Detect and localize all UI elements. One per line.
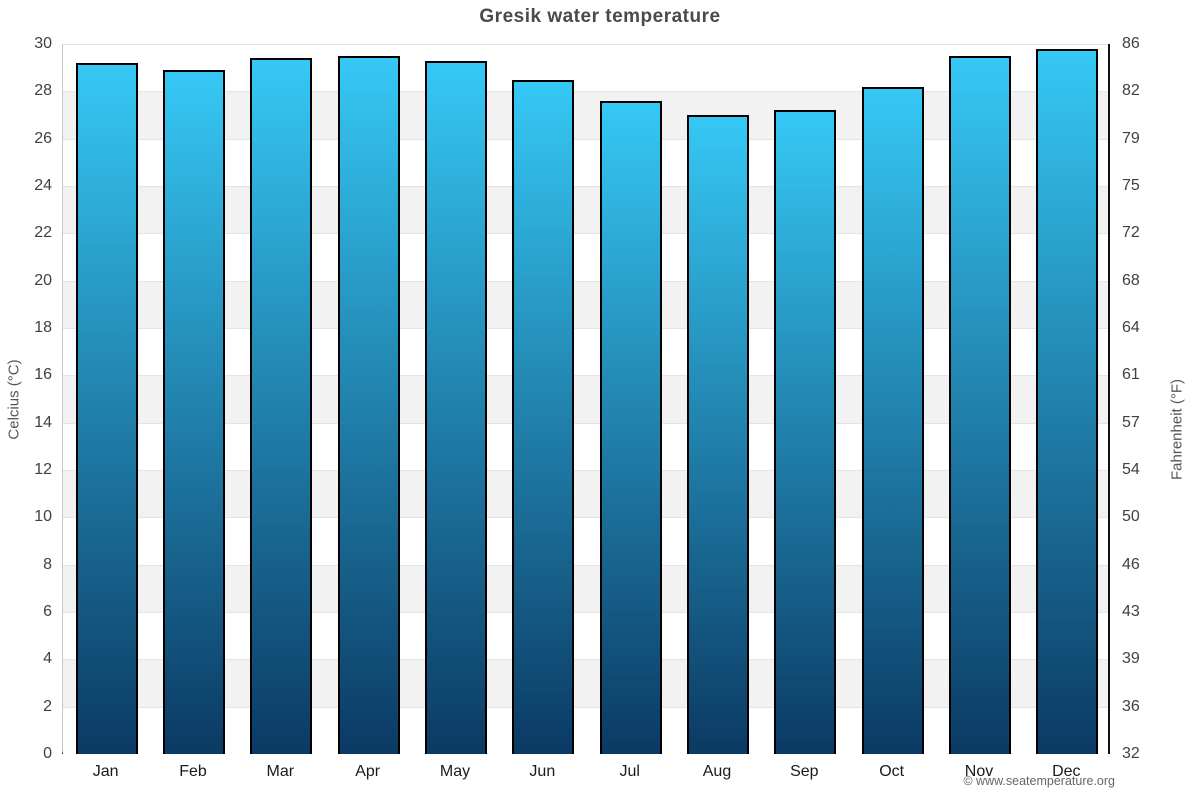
grid-band [63,517,1108,565]
ytick-fahrenheit-75: 75 [1122,177,1140,194]
grid-band [63,138,1108,186]
ytick-fahrenheit-43: 43 [1122,603,1140,620]
bar-jan[interactable] [75,62,138,754]
grid-band [63,470,1108,518]
y-axis-title-celsius: Celcius (°C) [5,359,23,440]
ytick-celsius-22: 22 [34,224,52,242]
bar-nov[interactable] [949,55,1011,754]
ytick-celsius-10: 10 [34,508,52,526]
ytick-fahrenheit-68: 68 [1122,271,1140,289]
xtick-apr: Apr [355,763,381,780]
ytick-celsius-30: 30 [34,35,52,52]
xtick-dec: Dec [1052,763,1081,780]
xtick-mar: Mar [266,763,295,780]
attribution-link[interactable]: © www.seatemperature.org [963,774,1115,788]
grid-band [63,612,1108,660]
ytick-celsius-18: 18 [34,319,52,336]
grid-band [63,233,1108,281]
ytick-fahrenheit-57: 57 [1122,413,1140,431]
bar-dec[interactable] [1036,48,1099,754]
plot-area [62,44,1110,754]
bar-feb[interactable] [163,70,225,754]
bar-jul[interactable] [599,100,662,754]
grid-band [63,186,1108,234]
xtick-oct: Oct [879,763,905,780]
ytick-fahrenheit-79: 79 [1122,129,1140,147]
grid-band [63,706,1108,754]
ytick-celsius-20: 20 [34,271,52,289]
ytick-celsius-26: 26 [34,129,52,147]
ytick-celsius-24: 24 [34,177,52,194]
ytick-celsius-16: 16 [34,366,52,384]
ytick-fahrenheit-61: 61 [1122,366,1140,384]
grid-band [63,422,1108,470]
ytick-fahrenheit-72: 72 [1122,224,1140,242]
grid-band [63,44,1108,92]
ytick-fahrenheit-54: 54 [1122,461,1140,478]
ytick-fahrenheit-64: 64 [1122,319,1140,336]
grid-band [63,659,1108,707]
grid-band [63,375,1108,423]
ytick-fahrenheit-50: 50 [1122,508,1140,526]
chart-title: Gresik water temperature [479,6,721,27]
ytick-fahrenheit-86: 86 [1122,35,1140,52]
bar-jun[interactable] [512,79,575,754]
xtick-sep: Sep [790,763,819,780]
ytick-celsius-14: 14 [34,413,52,431]
bar-aug[interactable] [687,115,749,754]
grid-band [63,328,1108,376]
ytick-celsius-6: 6 [43,603,52,620]
ytick-fahrenheit-82: 82 [1122,82,1140,100]
ytick-celsius-12: 12 [34,461,52,478]
bar-sep[interactable] [774,110,837,754]
xtick-jun: Jun [529,763,556,780]
xtick-jan: Jan [92,763,119,780]
ytick-fahrenheit-39: 39 [1122,650,1140,668]
ytick-fahrenheit-32: 32 [1122,745,1140,762]
grid-band [63,564,1108,612]
bar-may[interactable] [425,60,487,754]
xtick-feb: Feb [179,763,207,780]
ytick-fahrenheit-36: 36 [1122,697,1140,715]
ytick-celsius-28: 28 [34,82,52,100]
xtick-aug: Aug [702,763,732,780]
xtick-nov: Nov [964,763,994,780]
bar-oct[interactable] [861,86,924,754]
ytick-celsius-8: 8 [43,555,52,573]
ytick-fahrenheit-46: 46 [1122,555,1140,573]
grid-band [63,280,1108,328]
ytick-celsius-4: 4 [43,650,52,668]
bar-mar[interactable] [250,58,313,754]
ytick-celsius-2: 2 [43,697,52,715]
xtick-may: May [439,763,471,780]
grid-band [63,91,1108,139]
xtick-jul: Jul [619,763,640,780]
ytick-celsius-0: 0 [43,745,52,762]
bar-apr[interactable] [337,55,400,754]
